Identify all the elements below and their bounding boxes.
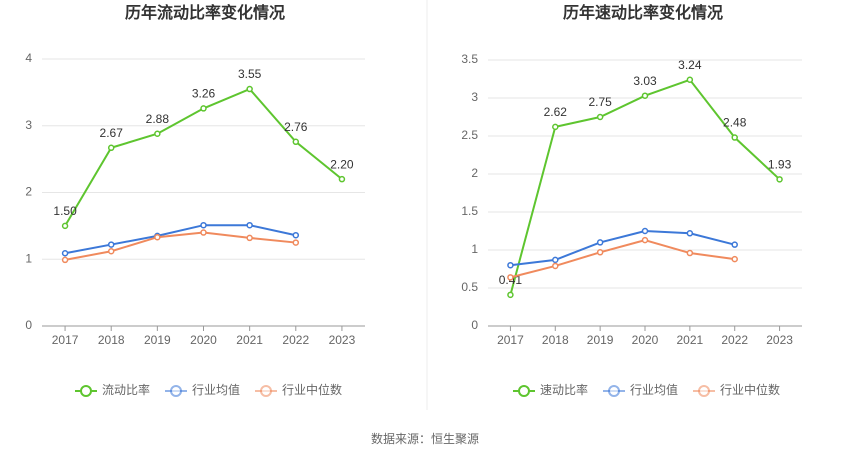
y-tick-label: 3 [471, 90, 478, 104]
legend-marker [260, 385, 272, 397]
data-label: 3.55 [238, 67, 262, 81]
data-point [596, 239, 604, 246]
data-point [596, 113, 604, 121]
x-tick-label: 2022 [721, 333, 748, 347]
data-point [200, 221, 207, 229]
y-tick-label: 0 [25, 318, 32, 332]
legend-marker [608, 385, 620, 397]
data-point [154, 233, 161, 241]
legend-label: 行业中位数 [720, 382, 780, 397]
data-point [107, 241, 115, 248]
series-line [510, 239, 735, 279]
data-point [686, 249, 694, 257]
y-tick-label: 0 [471, 318, 478, 332]
y-tick-label: 1 [471, 242, 478, 256]
legend-label: 速动比率 [540, 382, 588, 397]
data-point [596, 249, 604, 256]
data-label: 2.67 [100, 126, 124, 140]
series-line [64, 231, 296, 261]
data-point [107, 247, 115, 255]
y-tick-label: 0.5 [461, 280, 478, 294]
data-point [246, 234, 253, 242]
data-label: 2.48 [723, 116, 747, 130]
data-point [292, 231, 300, 239]
data-point [552, 262, 559, 270]
y-tick-label: 4 [25, 51, 32, 65]
data-point [200, 229, 207, 236]
legend-marker [170, 385, 182, 397]
x-tick-label: 2020 [632, 333, 659, 347]
data-label: 2.20 [330, 157, 354, 171]
data-label: 1.93 [768, 157, 792, 171]
data-label: 3.24 [678, 58, 702, 72]
y-tick-label: 2 [471, 166, 478, 180]
y-tick-label: 2 [25, 185, 32, 199]
x-tick-label: 2020 [190, 333, 217, 347]
data-point [552, 256, 559, 264]
x-tick-label: 2023 [766, 333, 793, 347]
x-tick-label: 2022 [282, 333, 309, 347]
data-point [731, 134, 738, 141]
x-tick-label: 2017 [52, 333, 79, 347]
y-tick-label: 2.5 [461, 128, 478, 142]
y-tick-label: 3 [25, 118, 32, 132]
y-tick-label: 1 [25, 251, 32, 265]
series-line [64, 224, 296, 255]
data-point [200, 105, 207, 112]
legend-label: 行业均值 [630, 382, 678, 397]
data-point [61, 249, 69, 257]
legend-label: 行业中位数 [282, 382, 342, 397]
data-label: 2.62 [544, 105, 568, 119]
source: 数据来源：恒生聚源 [371, 431, 479, 446]
data-label: 3.03 [633, 74, 657, 88]
data-label: 3.26 [192, 87, 216, 101]
x-tick-label: 2023 [329, 333, 356, 347]
data-point [641, 92, 649, 99]
chart-title: 历年流动比率变化情况 [125, 3, 285, 22]
legend-marker [698, 385, 710, 397]
data-point [507, 291, 514, 299]
y-tick-label: 1.5 [461, 204, 478, 218]
data-point [507, 274, 514, 281]
data-point [61, 222, 69, 230]
data-point [641, 227, 649, 235]
x-tick-label: 2017 [497, 333, 524, 347]
y-tick-label: 3.5 [461, 52, 478, 66]
legend-label: 行业均值 [192, 382, 240, 397]
x-tick-label: 2019 [144, 333, 171, 347]
data-point [338, 175, 346, 183]
data-point [246, 85, 253, 93]
data-point [731, 255, 738, 263]
data-point [61, 256, 69, 264]
x-tick-label: 2021 [677, 333, 704, 347]
x-tick-label: 2021 [236, 333, 263, 347]
data-label: 1.50 [53, 204, 77, 218]
data-point [641, 236, 649, 244]
data-point [686, 76, 694, 84]
data-label: 2.75 [588, 95, 612, 109]
data-point [246, 221, 253, 229]
data-point [292, 239, 300, 246]
data-point [507, 261, 514, 269]
data-point [776, 176, 783, 183]
chart-title: 历年速动比率变化情况 [563, 3, 723, 22]
x-tick-label: 2018 [98, 333, 125, 347]
data-label: 2.76 [284, 120, 308, 134]
legend-marker [518, 385, 530, 397]
series-line [510, 229, 735, 267]
data-point [686, 230, 694, 237]
data-point [154, 130, 161, 138]
data-label: 2.88 [146, 112, 170, 126]
data-point [731, 241, 738, 248]
legend-marker [80, 385, 92, 397]
data-point [107, 144, 115, 152]
legend-label: 流动比率 [102, 382, 150, 397]
data-point [292, 138, 300, 146]
x-tick-label: 2018 [542, 333, 569, 347]
data-point [552, 123, 559, 131]
x-tick-label: 2019 [587, 333, 614, 347]
